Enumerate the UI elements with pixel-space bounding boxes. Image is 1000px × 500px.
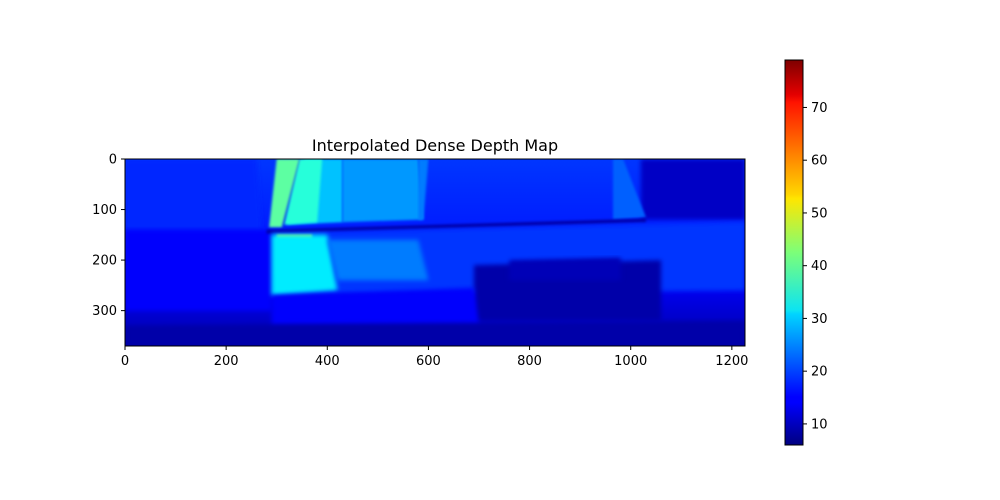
x-tick-label: 1200 <box>715 354 748 369</box>
plot-frame <box>124 158 746 347</box>
depth-region-far-sky-right <box>640 159 745 220</box>
depth-region-green-wall <box>271 234 338 296</box>
depth-region-left-mid <box>125 229 272 311</box>
depth-region-car-top <box>509 257 621 281</box>
x-tick-label: 0 <box>121 354 129 369</box>
colorbar-tick-label: 30 <box>811 312 828 327</box>
colorbar-tick-label: 40 <box>811 259 828 274</box>
y-tick-label: 100 <box>92 203 117 218</box>
colorbar-frame <box>784 59 804 446</box>
depth-region-sky-bright-2 <box>342 159 424 223</box>
x-tick-label: 200 <box>214 354 239 369</box>
x-tick-label: 400 <box>315 354 340 369</box>
colorbar-tick-label: 10 <box>811 417 828 432</box>
heatmap-image <box>125 159 745 346</box>
x-tick-label: 1000 <box>614 354 647 369</box>
depth-region-cone-left <box>269 159 300 228</box>
colorbar-axis: 10 20 30 40 50 60 70 <box>803 101 828 432</box>
y-axis: 0 100 200 300 <box>92 153 125 319</box>
depth-region-left-area <box>125 159 262 230</box>
x-tick-label: 600 <box>416 354 441 369</box>
depth-region-sky-green <box>284 159 323 225</box>
colorbar <box>785 60 803 445</box>
y-tick-label: 200 <box>92 254 117 269</box>
depth-region-bottom <box>125 320 745 346</box>
x-axis: 0 200 400 600 800 1000 1200 <box>121 346 748 369</box>
x-tick-label: 800 <box>517 354 542 369</box>
colorbar-tick-label: 60 <box>811 154 828 169</box>
depth-region-cyan-patch <box>327 239 429 281</box>
colorbar-tick-label: 70 <box>811 101 828 116</box>
colorbar-tick-label: 50 <box>811 206 828 221</box>
chart-title: Interpolated Dense Depth Map <box>312 136 558 155</box>
colorbar-tick-label: 20 <box>811 365 828 380</box>
y-tick-label: 300 <box>92 304 117 319</box>
depth-region-pole-right <box>613 159 646 220</box>
depth-region-beam <box>266 218 646 234</box>
depth-region-near-ground <box>271 287 479 326</box>
depth-region-sky-teal <box>418 159 429 220</box>
y-tick-label: 0 <box>109 153 117 168</box>
